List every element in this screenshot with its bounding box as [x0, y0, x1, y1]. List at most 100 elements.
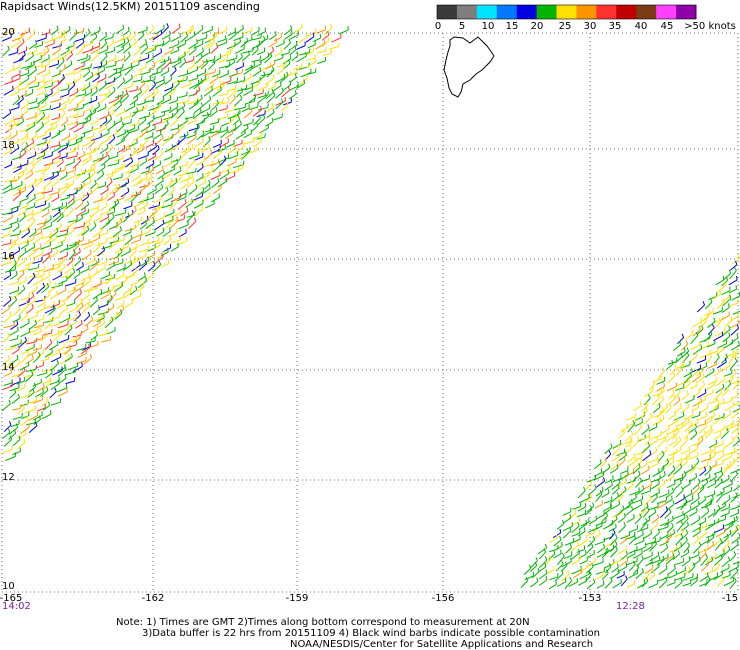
wind-barb	[539, 559, 548, 569]
wind-barb	[164, 147, 173, 153]
wind-barb	[640, 490, 651, 495]
wind-barb	[19, 152, 27, 159]
wind-barb	[626, 560, 638, 566]
wind-barb	[82, 253, 92, 261]
wind-barb-flag	[209, 95, 212, 100]
colorbar-segment	[616, 5, 637, 19]
wind-barb-flag	[110, 294, 113, 299]
wind-barb	[76, 347, 86, 352]
wind-barb	[721, 574, 731, 579]
wind-barb	[170, 220, 179, 229]
wind-barb-flag	[144, 276, 148, 281]
wind-barb-flag	[15, 130, 18, 135]
wind-barb	[251, 63, 262, 70]
wind-barb	[244, 65, 255, 71]
wind-barb-flag	[662, 415, 665, 420]
wind-barb-flag	[16, 334, 19, 339]
wind-barb-flag	[16, 354, 19, 360]
wind-barb-flag	[691, 329, 694, 334]
wind-barb	[57, 267, 65, 273]
wind-barb	[635, 480, 642, 488]
wind-barb	[730, 327, 739, 336]
wind-barb	[60, 274, 71, 278]
wind-barb-flag	[142, 79, 146, 84]
wind-barb	[717, 285, 726, 293]
wind-barb-flag	[154, 207, 157, 212]
wind-barb	[596, 583, 605, 589]
wind-barb	[627, 423, 636, 433]
wind-barb	[629, 564, 636, 572]
wind-barb-flag	[242, 142, 245, 147]
wind-barb-flag	[695, 473, 698, 478]
wind-barb	[572, 506, 581, 510]
wind-barb	[272, 85, 282, 92]
wind-barb	[26, 166, 35, 176]
wind-barb	[136, 102, 145, 106]
wind-barb	[594, 541, 605, 546]
wind-barb	[50, 323, 60, 327]
wind-barb-flag	[94, 337, 97, 342]
colorbar-segment	[656, 5, 677, 19]
wind-barb	[556, 581, 567, 588]
wind-barb	[696, 439, 704, 447]
wind-barb	[89, 183, 97, 190]
wind-barb	[27, 300, 36, 306]
wind-barb	[669, 368, 677, 376]
wind-barb	[42, 155, 53, 160]
wind-barb	[219, 157, 229, 163]
wind-barb-flag	[208, 48, 211, 53]
wind-barb	[626, 480, 636, 484]
wind-barb-flag	[126, 92, 129, 97]
wind-barb	[684, 432, 691, 440]
wind-barb	[194, 28, 204, 36]
wind-barb	[601, 572, 609, 581]
wind-barb	[180, 182, 189, 190]
wind-barb-flag	[671, 359, 674, 365]
wind-barb-flag	[61, 75, 64, 81]
wind-barb	[10, 107, 20, 111]
wind-barb	[523, 567, 532, 576]
wind-barb	[680, 532, 688, 541]
wind-barb	[210, 174, 221, 181]
wind-barb	[137, 107, 147, 112]
wind-barb	[321, 39, 330, 48]
wind-barb-flag	[199, 108, 202, 113]
wind-barb	[714, 557, 723, 566]
lon-label-153: -153	[578, 593, 602, 604]
wind-barb	[692, 545, 702, 554]
wind-barb	[29, 273, 39, 278]
wind-barb-flag	[685, 435, 689, 440]
wind-barb	[8, 290, 19, 295]
wind-barb-flag	[89, 249, 92, 254]
wind-barb	[531, 571, 540, 579]
wind-barb-flag	[114, 290, 117, 295]
wind-barb-flag	[662, 555, 665, 561]
wind-barb-flag	[33, 247, 37, 252]
wind-barb-flag	[731, 520, 734, 525]
wind-barb	[156, 99, 165, 105]
wind-barb-flag	[47, 290, 51, 295]
wind-barb	[97, 249, 105, 257]
wind-barb-flag	[134, 206, 137, 211]
wind-barb	[28, 425, 38, 433]
wind-barb-flag	[729, 529, 732, 534]
wind-barb-flag	[559, 528, 562, 533]
wind-barb-flag	[105, 201, 108, 206]
wind-barb	[93, 246, 101, 253]
wind-barb-flag	[218, 161, 221, 166]
wind-barb	[17, 370, 26, 378]
wind-barb	[138, 263, 147, 271]
wind-barb-flag	[123, 136, 125, 141]
wind-barb	[57, 368, 67, 377]
wind-barb	[48, 286, 57, 293]
wind-barb-flag	[647, 435, 651, 440]
wind-barb-flag	[163, 78, 165, 83]
wind-barb-flag	[274, 31, 277, 36]
wind-barb	[226, 91, 236, 99]
wind-barb	[26, 295, 34, 303]
wind-barb	[185, 34, 196, 42]
wind-barb	[281, 74, 291, 78]
wind-barb-flag	[303, 79, 306, 84]
wind-barb-flag	[656, 519, 659, 525]
